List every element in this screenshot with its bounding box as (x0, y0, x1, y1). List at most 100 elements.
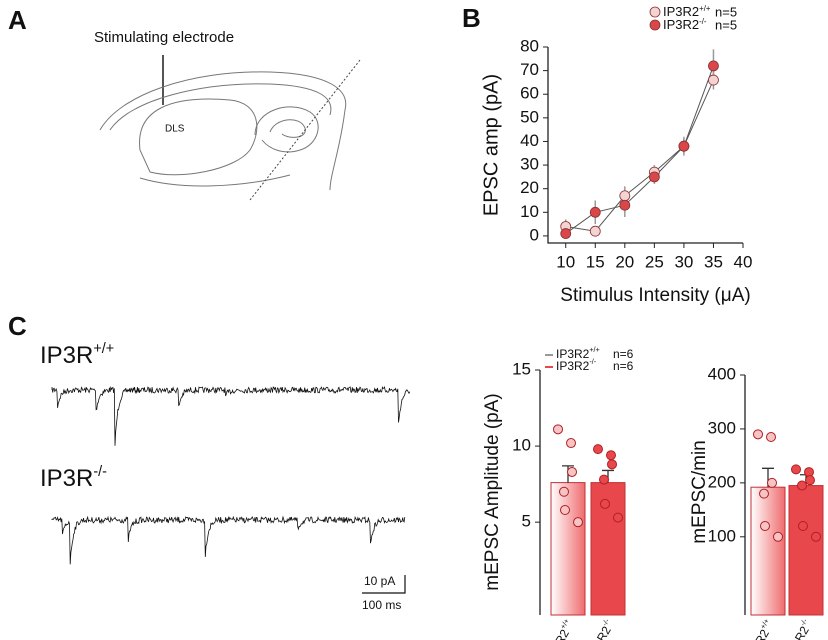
y-tick-label: 80 (520, 36, 539, 55)
marker (619, 190, 631, 202)
y-tick-label: 10 (520, 202, 539, 221)
data-point (767, 477, 777, 488)
data-point (613, 512, 623, 523)
x-tick-label: 25 (645, 252, 664, 271)
data-point (760, 521, 770, 532)
x-tick-label: IP3R2+/+ (542, 617, 578, 640)
panel-label: C (8, 311, 27, 341)
y-axis-label: mEPSC/min (689, 440, 710, 543)
hippocampus (269, 119, 306, 138)
trace (51, 515, 406, 565)
data-point (804, 467, 814, 478)
x-tick-label: 35 (704, 252, 723, 271)
data-point (559, 486, 569, 497)
cut-line (249, 59, 361, 201)
y-tick-label: 200 (708, 472, 736, 491)
trace-label: IP3R-/- (40, 464, 107, 493)
legend-label: IP3R2-/- (663, 17, 707, 33)
marker (589, 225, 601, 237)
data-point (753, 429, 763, 440)
bar (750, 486, 786, 616)
x-tick-label: IP3R2+/+ (742, 617, 778, 640)
y-tick-label: 30 (520, 155, 539, 174)
marker (589, 206, 601, 218)
legend-label: IP3R2+/+ (663, 4, 711, 20)
x-tick-label: 20 (615, 252, 634, 271)
series-line (565, 79, 714, 232)
y-tick-label: 100 (708, 526, 736, 545)
data-point (599, 474, 609, 485)
marker (708, 74, 719, 86)
scale-label: 10 pA (364, 574, 395, 588)
y-tick-label: 70 (520, 60, 539, 79)
marker (648, 171, 660, 183)
data-point (593, 444, 603, 455)
data-point (606, 450, 616, 461)
data-point (811, 531, 821, 542)
data-point (566, 438, 576, 449)
data-point (607, 459, 617, 470)
marker (708, 60, 719, 72)
y-axis-label: EPSC amp (pA) (480, 74, 502, 216)
legend-marker (649, 19, 661, 31)
y-tick-label: 15 (512, 359, 531, 378)
y-tick-label: 5 (522, 512, 531, 531)
y-tick-label: 50 (520, 107, 539, 126)
y-tick-label: 60 (520, 84, 539, 103)
data-point (773, 531, 783, 542)
data-point (797, 480, 807, 491)
outline (109, 83, 332, 131)
data-point (798, 521, 808, 532)
scale-label: 100 ms (362, 598, 401, 612)
data-point (766, 432, 776, 443)
scale-bar (362, 575, 406, 594)
legend-n: n=6 (613, 359, 634, 373)
brain-schematic: Stimulating electrode DLS (94, 29, 361, 201)
legend-n: n=6 (613, 347, 634, 361)
x-tick-label: 40 (734, 252, 753, 271)
legend-label: IP3R2-/- (556, 357, 597, 373)
outline (139, 174, 291, 187)
data-point (553, 424, 563, 435)
bar (550, 482, 586, 616)
legend-n: n=5 (715, 17, 737, 32)
data-point (567, 466, 577, 477)
bar (788, 485, 824, 616)
y-tick-label: 0 (530, 225, 539, 244)
y-tick-label: 400 (708, 364, 736, 383)
legend-label: IP3R2+/+ (556, 345, 600, 361)
x-axis-label: Stimulus Intensity (μA) (560, 285, 750, 306)
y-tick-label: 40 (520, 131, 539, 150)
y-tick-label: 300 (708, 418, 736, 437)
x-tick-label: 15 (586, 252, 605, 271)
x-tick-label: 30 (674, 252, 693, 271)
trace (51, 385, 411, 446)
panel-label: B (462, 3, 481, 33)
legend-n: n=5 (715, 4, 737, 19)
region-label: DLS (165, 124, 185, 135)
data-point (759, 488, 769, 499)
x-tick-label: IP3R2-/- (782, 617, 816, 640)
marker (619, 199, 631, 211)
hippocampus (254, 106, 319, 153)
x-tick-label: IP3R2-/- (584, 617, 618, 640)
marker (678, 140, 690, 152)
y-tick-label: 10 (512, 436, 531, 455)
trace-label: IP3R+/+ (40, 341, 114, 370)
marker (560, 228, 572, 239)
panel-label: A (8, 5, 27, 35)
data-point (791, 464, 801, 475)
y-tick-label: 20 (520, 178, 539, 197)
data-point (805, 475, 815, 486)
data-point (560, 505, 570, 515)
data-point (600, 498, 610, 509)
electrode-label: Stimulating electrode (94, 29, 234, 46)
legend-marker (649, 6, 661, 18)
axis (547, 47, 743, 244)
striatum (139, 98, 258, 176)
x-tick-label: 10 (556, 252, 575, 271)
series-line (565, 65, 714, 234)
data-point (573, 517, 583, 528)
y-axis-label: mEPSC Amplitude (pA) (482, 393, 503, 590)
